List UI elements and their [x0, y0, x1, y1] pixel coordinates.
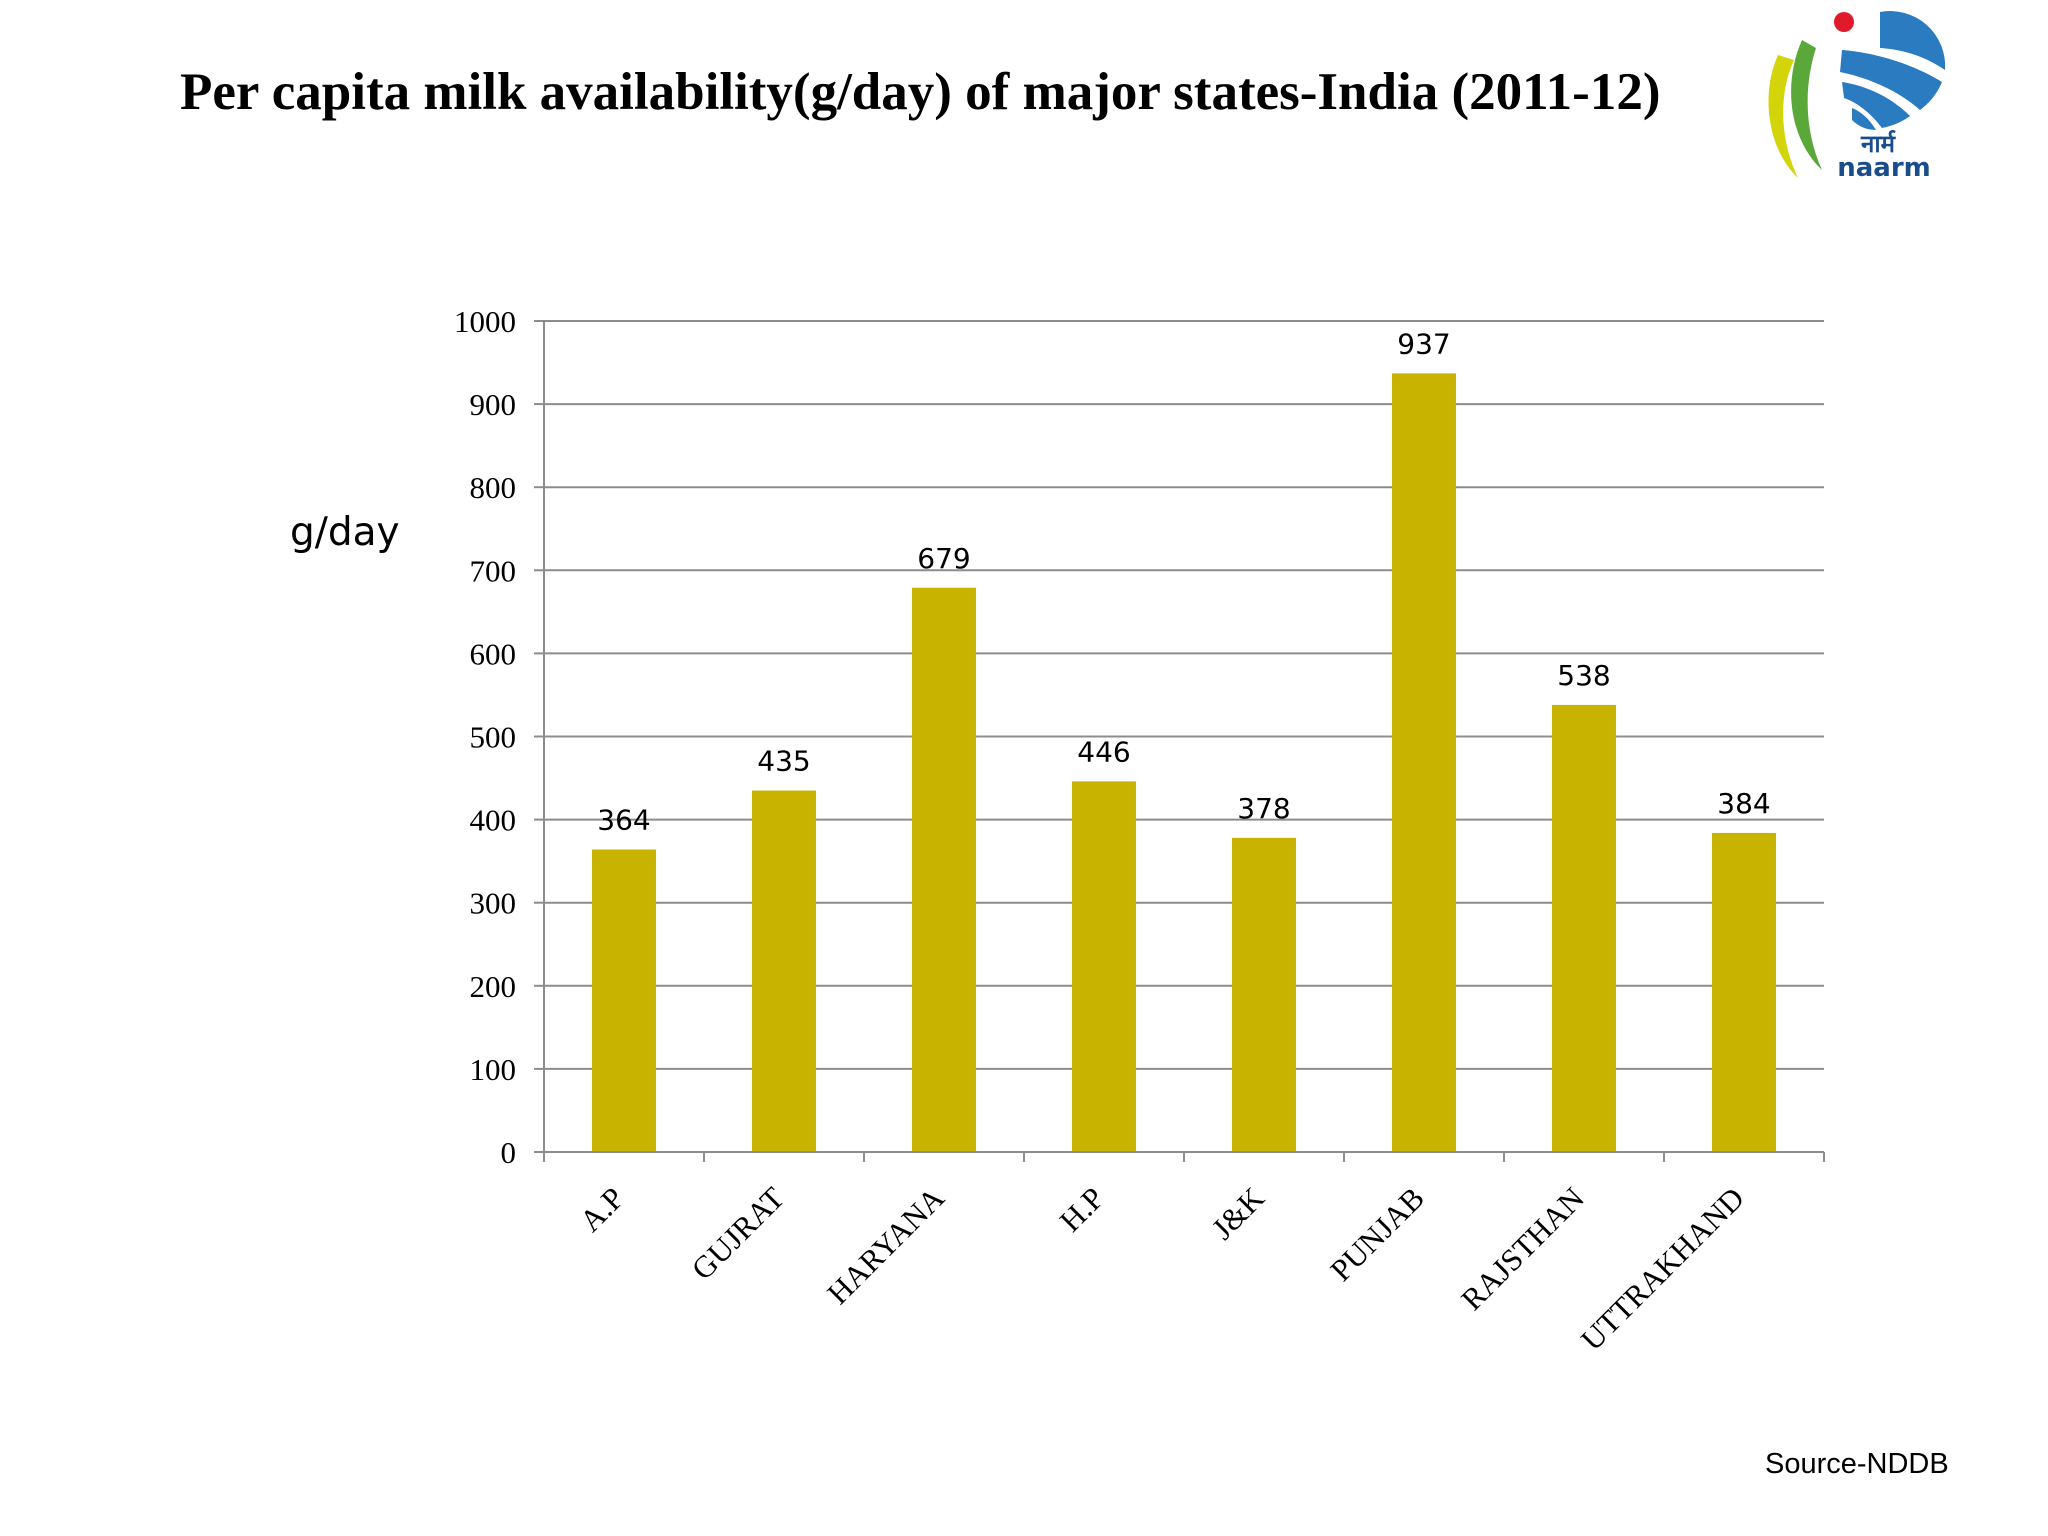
data-label-GUJRAT: 435	[757, 745, 810, 778]
y-tick-label-800: 800	[470, 470, 517, 505]
bars	[592, 373, 1776, 1152]
source-note: Source-NDDB	[1765, 1448, 1949, 1480]
y-tick-label-400: 400	[470, 803, 517, 838]
data-label-RAJSTHAN: 538	[1557, 659, 1610, 692]
x-tick-label-RAJSTHAN: RAJSTHAN	[1454, 1180, 1591, 1317]
slide-title: Per capita milk availability(g/day) of m…	[180, 63, 1661, 121]
axes	[534, 320, 1825, 1162]
data-label-A.P: 364	[597, 804, 650, 837]
x-tick-label-J&K: J&K	[1205, 1180, 1272, 1247]
data-label-UTTRAKHAND: 384	[1717, 787, 1770, 820]
logo-hindi-text: नार्म	[1860, 130, 1897, 158]
grid-lines	[544, 320, 1824, 1070]
bar-RAJSTHAN	[1552, 704, 1616, 1152]
y-tick-label-500: 500	[470, 720, 517, 755]
bar-GUJRAT	[752, 790, 816, 1152]
data-label-PUNJAB: 937	[1397, 327, 1450, 360]
bar-J&K	[1232, 837, 1296, 1152]
bar-HARYANA	[912, 587, 976, 1152]
bar-PUNJAB	[1392, 373, 1456, 1152]
logo-leaf-yellow	[1768, 55, 1798, 178]
y-tick-label-0: 0	[501, 1135, 517, 1170]
bar-A.P	[592, 849, 656, 1152]
logo-globe	[1840, 11, 1946, 130]
logo-red-dot	[1834, 12, 1854, 32]
naarm-logo-graphic: नार्म naarm	[1768, 11, 1946, 183]
y-tick-label-600: 600	[470, 636, 517, 671]
y-axis-label: g/day	[290, 510, 400, 555]
y-tick-label-900: 900	[470, 387, 517, 422]
logo-text: naarm	[1837, 153, 1931, 183]
x-tick-label-HARYANA: HARYANA	[820, 1180, 951, 1311]
x-tick-label-PUNJAB: PUNJAB	[1323, 1180, 1431, 1288]
y-tick-label-700: 700	[470, 553, 517, 588]
data-label-J&K: 378	[1237, 792, 1290, 825]
x-tick-label-A.P: A.P	[573, 1180, 631, 1238]
y-tick-label-1000: 1000	[454, 304, 516, 339]
x-tick-label-H.P: H.P	[1053, 1180, 1111, 1238]
bar-UTTRAKHAND	[1712, 832, 1776, 1152]
y-tick-label-100: 100	[470, 1052, 517, 1087]
logo-leaf-green	[1791, 40, 1822, 170]
y-tick-label-300: 300	[470, 886, 517, 921]
x-tick-label-UTTRAKHAND: UTTRAKHAND	[1574, 1180, 1751, 1357]
y-tick-label-200: 200	[470, 969, 517, 1004]
bar-H.P	[1072, 781, 1136, 1152]
data-label-H.P: 446	[1077, 735, 1130, 768]
data-label-HARYANA: 679	[917, 542, 970, 575]
x-tick-label-GUJRAT: GUJRAT	[685, 1180, 791, 1286]
naarm-logo: नार्म naarm	[1760, 0, 1960, 190]
